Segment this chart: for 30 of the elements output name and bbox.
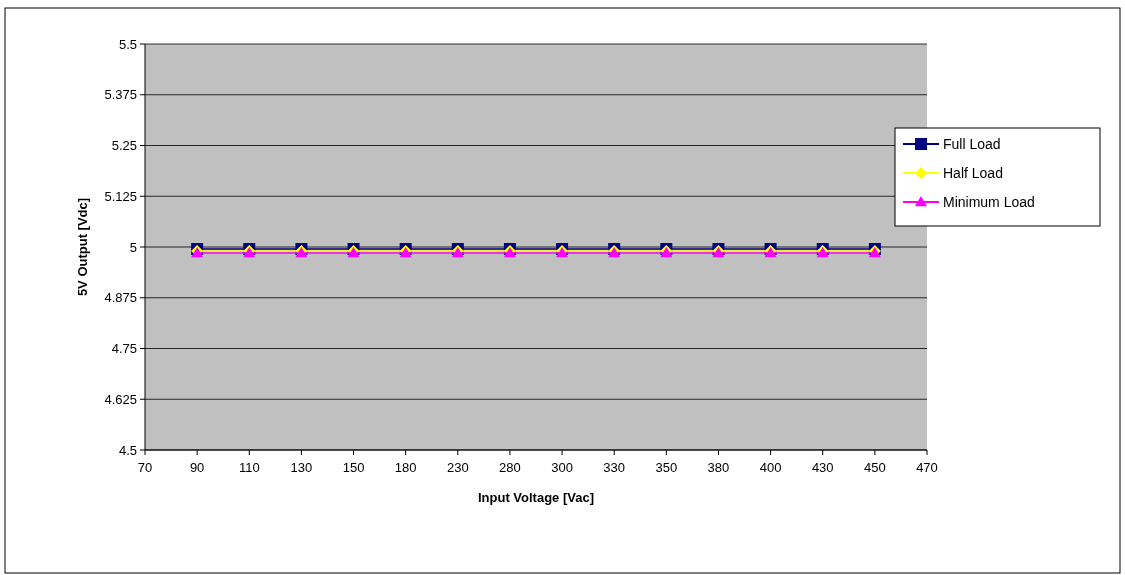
y-tick-label: 4.75 bbox=[111, 341, 137, 357]
x-tick-label: 70 bbox=[137, 460, 153, 475]
x-tick-label: 300 bbox=[551, 460, 573, 475]
x-tick-label: 350 bbox=[655, 460, 678, 475]
x-tick-label: 330 bbox=[603, 460, 626, 475]
x-tick-label: 430 bbox=[811, 460, 834, 475]
x-tick-label: 90 bbox=[189, 460, 205, 475]
x-tick-label: 110 bbox=[238, 460, 260, 475]
y-tick-label: 5.375 bbox=[104, 87, 137, 103]
y-tick-label: 4.5 bbox=[118, 442, 137, 458]
y-tick-label: 5.125 bbox=[104, 188, 137, 204]
legend-label: Full Load bbox=[943, 135, 1001, 152]
x-tick-label: 180 bbox=[394, 460, 417, 475]
y-tick-label: 4.875 bbox=[104, 290, 137, 306]
x-tick-label: 230 bbox=[446, 460, 469, 475]
x-tick-label: 380 bbox=[707, 460, 730, 475]
x-tick-label: 450 bbox=[864, 460, 886, 475]
y-tick-label: 4.625 bbox=[104, 391, 137, 407]
x-tick-label: 150 bbox=[342, 460, 365, 475]
x-axis-title: Input Voltage [Vac] bbox=[477, 490, 595, 505]
x-tick-label: 400 bbox=[759, 460, 782, 475]
x-tick-label: 280 bbox=[499, 460, 521, 475]
legend-label: Minimum Load bbox=[943, 193, 1035, 210]
x-tick-label: 470 bbox=[916, 460, 938, 475]
x-tick-label: 130 bbox=[290, 460, 313, 475]
y-tick-label: 5.5 bbox=[118, 36, 137, 52]
y-axis-title: 5V Output [Vdc] bbox=[75, 197, 90, 297]
legend-label: Half Load bbox=[943, 164, 1003, 181]
y-tick-label: 5 bbox=[129, 239, 137, 255]
y-tick-label: 5.25 bbox=[111, 138, 137, 154]
